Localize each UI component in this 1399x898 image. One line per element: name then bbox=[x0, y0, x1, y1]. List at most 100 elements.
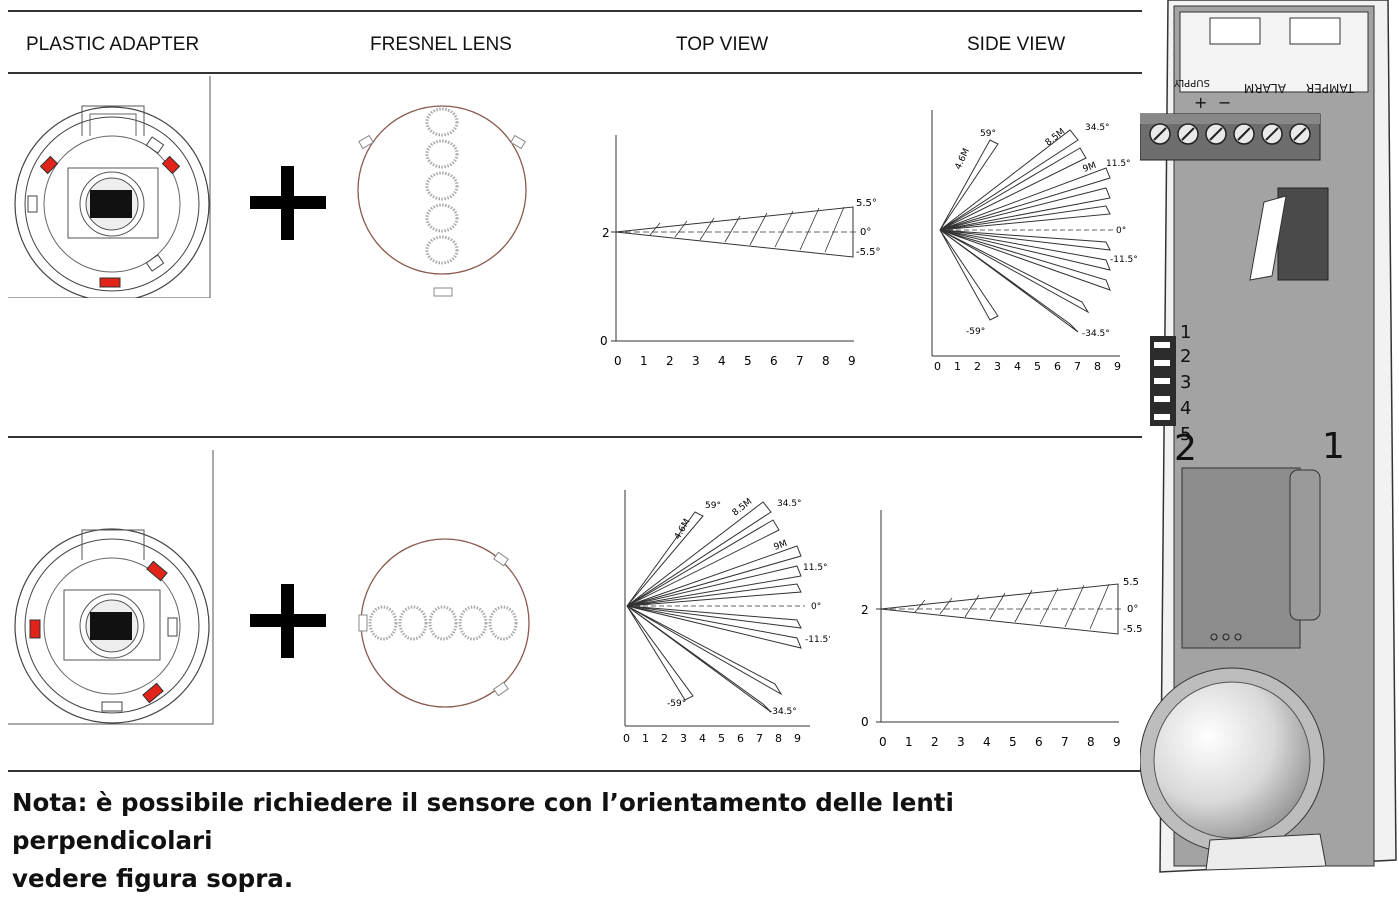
header-top-view: TOP VIEW bbox=[676, 34, 769, 55]
x-tick: 7 bbox=[1061, 735, 1069, 749]
marker-left: 2 bbox=[1174, 428, 1197, 469]
y-tick-0: 0 bbox=[861, 715, 869, 729]
red-tab bbox=[39, 155, 59, 175]
x-tick: 3 bbox=[680, 732, 687, 745]
x-tick: 9 bbox=[848, 354, 856, 368]
bottom-rule bbox=[8, 770, 1142, 772]
x-tick: 4 bbox=[699, 732, 706, 745]
distance-label: 4.6M bbox=[954, 147, 972, 171]
x-tick: 3 bbox=[692, 354, 700, 368]
x-tick: 2 bbox=[661, 732, 668, 745]
marker-right: 1 bbox=[1322, 426, 1345, 467]
note-text: Nota: è possibile richiedere il sensore … bbox=[12, 784, 1152, 898]
sensor-device-illustration: SUPPLY + − ALARM TAMPER 1 2 3 4 5 2 1 bbox=[1140, 0, 1397, 873]
fresnel-lens-diagram-2 bbox=[358, 538, 530, 708]
plastic-adapter-diagram-1 bbox=[8, 76, 211, 298]
note-line-1: Nota: è possibile richiedere il sensore … bbox=[12, 788, 954, 855]
red-tab bbox=[142, 682, 164, 704]
x-tick: 1 bbox=[642, 732, 649, 745]
dip-number: 2 bbox=[1180, 346, 1191, 367]
x-tick: 5 bbox=[1034, 360, 1041, 372]
x-tick: 1 bbox=[954, 360, 961, 372]
angle-label: 59° bbox=[980, 129, 996, 139]
angle-label: 0° bbox=[1116, 226, 1126, 236]
red-tab bbox=[99, 277, 121, 288]
x-tick: 4 bbox=[718, 354, 726, 368]
red-tab bbox=[161, 155, 181, 175]
terminal-label: − bbox=[1218, 93, 1231, 112]
x-tick: 2 bbox=[931, 735, 939, 749]
side-view-narrow-chart-2: 2 0 5.5 0° -5.5 0 1 2 3 4 5 6 7 8 9 bbox=[861, 510, 1143, 749]
x-tick: 6 bbox=[1054, 360, 1061, 372]
distance-label: 8.5M bbox=[1044, 127, 1068, 148]
distance-label: 4.6M bbox=[673, 517, 693, 541]
y-tick-0: 0 bbox=[600, 334, 608, 348]
x-tick: 5 bbox=[718, 732, 725, 745]
angle-label: -34.5° bbox=[769, 707, 797, 717]
x-tick: 3 bbox=[957, 735, 965, 749]
x-tick: 9 bbox=[1114, 360, 1121, 372]
angle-label: -5.5 bbox=[1123, 624, 1143, 635]
side-view-wide-chart-1: 59° 34.5° 11.5° 0° -11.5° -34.5° -59° 4.… bbox=[931, 110, 1138, 372]
terminal-label: ALARM bbox=[1244, 81, 1286, 95]
angle-label: 11.5° bbox=[803, 563, 828, 573]
top-view-wide-chart-2: 59° 34.5° 11.5° 0° -11.5° -34.5° -59° 4.… bbox=[623, 490, 830, 745]
angle-label: 11.5° bbox=[1106, 159, 1131, 169]
distance-label: 9M bbox=[1082, 161, 1098, 175]
header-side-view: SIDE VIEW bbox=[967, 34, 1066, 55]
sensor-chip bbox=[90, 190, 132, 218]
sensor-chip bbox=[90, 612, 132, 640]
x-tick: 3 bbox=[994, 360, 1001, 372]
x-tick: 8 bbox=[1094, 360, 1101, 372]
terminal-label: SUPPLY bbox=[1173, 77, 1210, 88]
middle-rule bbox=[8, 436, 1142, 438]
x-tick: 1 bbox=[905, 735, 913, 749]
terminal-label: + bbox=[1194, 93, 1207, 112]
angle-label: -11.5° bbox=[805, 635, 830, 645]
header-plastic-adapter: PLASTIC ADAPTER bbox=[26, 34, 200, 55]
x-tick: 6 bbox=[770, 354, 778, 368]
red-tab bbox=[29, 619, 41, 639]
x-tick: 8 bbox=[1087, 735, 1095, 749]
distance-label: 9M bbox=[773, 539, 789, 553]
header-fresnel-lens: FRESNEL LENS bbox=[370, 34, 512, 55]
y-tick-2: 2 bbox=[602, 226, 610, 240]
angle-label: 5.5° bbox=[856, 198, 877, 209]
fresnel-lens-diagram-1 bbox=[357, 105, 527, 297]
terminal-label: TAMPER bbox=[1306, 81, 1355, 95]
x-tick: 6 bbox=[737, 732, 744, 745]
dip-number: 4 bbox=[1180, 398, 1191, 419]
angle-label: -5.5° bbox=[856, 247, 880, 258]
angle-label: 59° bbox=[705, 501, 721, 511]
x-tick: 9 bbox=[794, 732, 801, 745]
top-rule bbox=[8, 10, 1142, 12]
angle-label: 0° bbox=[860, 227, 871, 238]
x-tick: 5 bbox=[1009, 735, 1017, 749]
x-tick: 7 bbox=[756, 732, 763, 745]
distance-label: 8.5M bbox=[731, 497, 755, 518]
x-tick: 4 bbox=[1014, 360, 1021, 372]
plastic-adapter-diagram-2 bbox=[8, 450, 214, 725]
angle-label: 34.5° bbox=[777, 499, 802, 509]
x-tick: 7 bbox=[796, 354, 804, 368]
plus-icon bbox=[250, 584, 326, 658]
top-view-narrow-chart-1: 2 0 5.5° 0° -5.5° 0 1 2 3 4 5 6 7 8 9 bbox=[600, 135, 880, 368]
x-tick: 2 bbox=[974, 360, 981, 372]
x-tick: 0 bbox=[614, 354, 622, 368]
dip-number: 1 bbox=[1180, 322, 1191, 343]
angle-label: 0° bbox=[1127, 604, 1138, 615]
red-tab bbox=[146, 560, 168, 582]
x-tick: 5 bbox=[744, 354, 752, 368]
dip-number: 3 bbox=[1180, 372, 1191, 393]
dip-number: 5 bbox=[1180, 424, 1191, 445]
x-tick: 1 bbox=[640, 354, 648, 368]
angle-label: -11.5° bbox=[1110, 255, 1138, 265]
x-tick: 8 bbox=[775, 732, 782, 745]
plus-icon bbox=[250, 166, 326, 240]
angle-label: -59° bbox=[667, 699, 686, 709]
x-tick: 9 bbox=[1113, 735, 1121, 749]
angle-label: -34.5° bbox=[1082, 329, 1110, 339]
x-tick: 2 bbox=[666, 354, 674, 368]
x-tick: 4 bbox=[983, 735, 991, 749]
y-tick-2: 2 bbox=[861, 603, 869, 617]
